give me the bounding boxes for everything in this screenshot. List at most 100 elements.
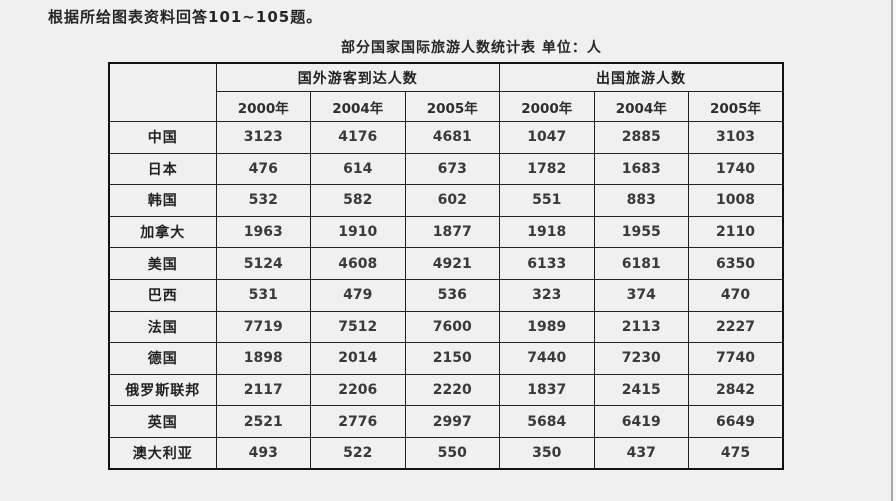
value-cell: 7600 bbox=[404, 310, 500, 344]
value-cell: 2014 bbox=[310, 342, 406, 375]
country-cell: 澳大利亚 bbox=[108, 436, 217, 470]
value-cell: 4921 bbox=[404, 247, 500, 280]
country-cell: 巴西 bbox=[108, 278, 217, 312]
value-cell: 2206 bbox=[310, 373, 406, 407]
value-cell: 1740 bbox=[688, 152, 784, 186]
value-cell: 5684 bbox=[499, 405, 595, 438]
table-title: 部分国家国际旅游人数统计表 单位：人 bbox=[341, 40, 602, 56]
value-cell: 883 bbox=[593, 184, 689, 217]
value-cell: 479 bbox=[310, 278, 406, 312]
value-cell: 1989 bbox=[499, 310, 595, 344]
group-header-outbound-tourists: 出国旅游人数 bbox=[499, 62, 784, 92]
table-row: 澳大利亚 493 522 550 350 437 475 bbox=[108, 436, 784, 470]
table-row: 俄罗斯联邦 2117 2206 2220 1837 2415 2842 bbox=[108, 373, 784, 407]
value-cell: 2110 bbox=[688, 215, 784, 249]
value-cell: 2415 bbox=[593, 373, 689, 407]
table-row: 日本 476 614 673 1782 1683 1740 bbox=[108, 152, 784, 186]
value-cell: 1782 bbox=[499, 152, 595, 186]
value-cell: 437 bbox=[593, 436, 689, 470]
group-header-row: 国外游客到达人数 出国旅游人数 bbox=[108, 62, 784, 122]
value-cell: 1877 bbox=[404, 215, 500, 249]
value-cell: 4176 bbox=[310, 121, 406, 154]
value-cell: 4608 bbox=[310, 247, 406, 280]
year-header-row: 2000年 2004年 2005年 2000年 2004年 2005年 bbox=[109, 91, 784, 122]
value-cell: 4681 bbox=[404, 121, 500, 154]
country-cell: 加拿大 bbox=[108, 215, 217, 249]
value-cell: 323 bbox=[499, 278, 595, 312]
value-cell: 532 bbox=[215, 184, 311, 217]
value-cell: 536 bbox=[404, 278, 500, 312]
value-cell: 5124 bbox=[215, 247, 311, 280]
value-cell: 1047 bbox=[499, 121, 595, 154]
value-cell: 614 bbox=[310, 152, 406, 186]
value-cell: 602 bbox=[404, 184, 500, 217]
value-cell: 350 bbox=[499, 436, 595, 470]
value-cell: 6181 bbox=[593, 247, 689, 280]
value-cell: 7740 bbox=[688, 342, 784, 375]
value-cell: 522 bbox=[310, 436, 406, 470]
year-header: 2005年 bbox=[688, 91, 784, 122]
table-row: 加拿大 1963 1910 1877 1918 1955 2110 bbox=[108, 215, 784, 249]
value-cell: 2117 bbox=[215, 373, 311, 407]
year-header: 2000年 bbox=[499, 91, 595, 122]
value-cell: 582 bbox=[310, 184, 406, 217]
table-row: 巴西 531 479 536 323 374 470 bbox=[108, 278, 784, 312]
value-cell: 6350 bbox=[688, 247, 784, 280]
value-cell: 1837 bbox=[499, 373, 595, 407]
table-row: 韩国 532 582 602 551 883 1008 bbox=[108, 184, 784, 217]
group-header-foreign-arrivals: 国外游客到达人数 bbox=[215, 62, 500, 92]
value-cell: 1910 bbox=[310, 215, 406, 249]
value-cell: 2220 bbox=[404, 373, 500, 407]
year-header: 2005年 bbox=[404, 91, 500, 122]
value-cell: 7440 bbox=[499, 342, 595, 375]
value-cell: 1008 bbox=[688, 184, 784, 217]
value-cell: 6649 bbox=[688, 405, 784, 438]
value-cell: 1898 bbox=[215, 342, 311, 375]
value-cell: 2150 bbox=[404, 342, 500, 375]
value-cell: 2776 bbox=[310, 405, 406, 438]
scrollbar-track-edge bbox=[891, 0, 893, 501]
table-row: 美国 5124 4608 4921 6133 6181 6350 bbox=[108, 247, 784, 280]
table-row: 法国 7719 7512 7600 1989 2113 2227 bbox=[108, 310, 784, 344]
question-instruction: 根据所给图表资料回答101~105题。 bbox=[48, 8, 323, 26]
country-cell: 德国 bbox=[108, 342, 217, 375]
year-header: 2000年 bbox=[215, 91, 311, 122]
value-cell: 476 bbox=[215, 152, 311, 186]
value-cell: 7230 bbox=[593, 342, 689, 375]
value-cell: 6133 bbox=[499, 247, 595, 280]
value-cell: 3123 bbox=[215, 121, 311, 154]
value-cell: 2113 bbox=[593, 310, 689, 344]
value-cell: 550 bbox=[404, 436, 500, 470]
value-cell: 1963 bbox=[215, 215, 311, 249]
value-cell: 6419 bbox=[593, 405, 689, 438]
value-cell: 475 bbox=[688, 436, 784, 470]
table-row: 英国 2521 2776 2997 5684 6419 6649 bbox=[108, 405, 784, 438]
value-cell: 551 bbox=[499, 184, 595, 217]
corner-cell bbox=[108, 62, 217, 122]
scrollbar-track bbox=[893, 0, 896, 501]
value-cell: 531 bbox=[215, 278, 311, 312]
country-cell: 俄罗斯联邦 bbox=[108, 373, 217, 407]
country-cell: 韩国 bbox=[108, 184, 217, 217]
country-cell: 法国 bbox=[108, 310, 217, 344]
country-cell: 美国 bbox=[108, 247, 217, 280]
value-cell: 470 bbox=[688, 278, 784, 312]
value-cell: 493 bbox=[215, 436, 311, 470]
value-cell: 374 bbox=[593, 278, 689, 312]
table-row: 中国 3123 4176 4681 1047 2885 3103 bbox=[108, 121, 784, 154]
value-cell: 1955 bbox=[593, 215, 689, 249]
value-cell: 1918 bbox=[499, 215, 595, 249]
value-cell: 2227 bbox=[688, 310, 784, 344]
value-cell: 1683 bbox=[593, 152, 689, 186]
value-cell: 7719 bbox=[215, 310, 311, 344]
value-cell: 2885 bbox=[593, 121, 689, 154]
value-cell: 3103 bbox=[688, 121, 784, 154]
statistics-table: 国外游客到达人数 出国旅游人数 2000年 2004年 2005年 2000年 2004… bbox=[108, 62, 784, 471]
country-cell: 日本 bbox=[108, 152, 217, 186]
value-cell: 7512 bbox=[310, 310, 406, 344]
country-cell: 英国 bbox=[108, 405, 217, 438]
value-cell: 2842 bbox=[688, 373, 784, 407]
year-header: 2004年 bbox=[593, 91, 689, 122]
value-cell: 2997 bbox=[404, 405, 500, 438]
value-cell: 673 bbox=[404, 152, 500, 186]
